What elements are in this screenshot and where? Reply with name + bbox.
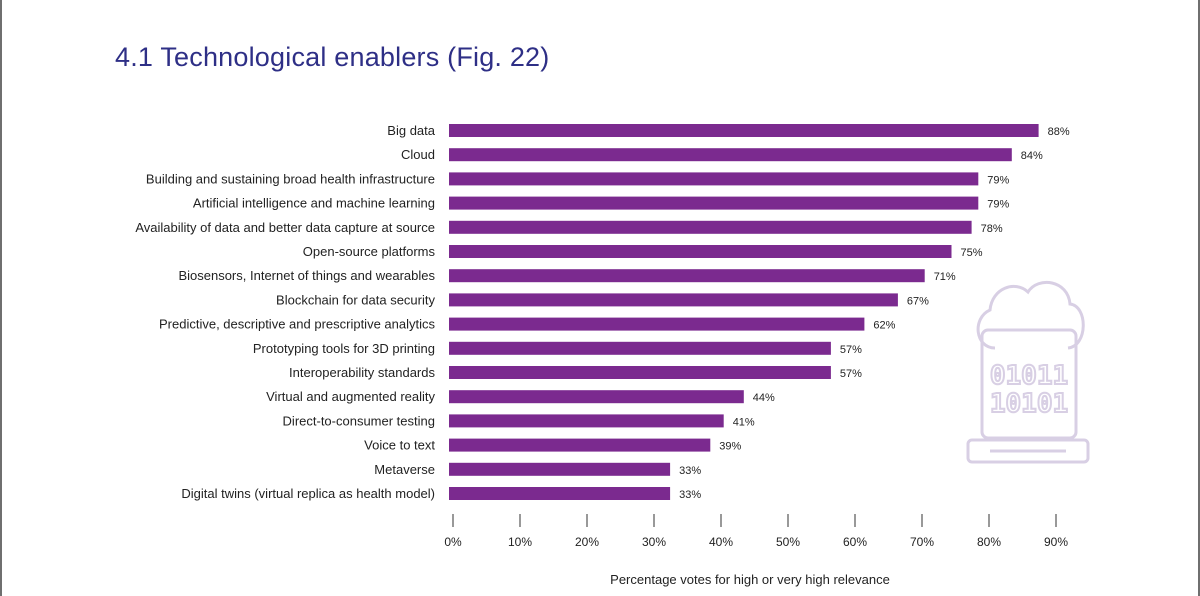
binary-line-2: 10101 — [990, 389, 1068, 419]
tick-label-4: 40% — [709, 535, 733, 549]
x-axis-title: Percentage votes for high or very high r… — [610, 572, 890, 587]
bar-13 — [449, 438, 711, 452]
value-label-0: 88% — [1048, 126, 1070, 138]
value-label-10: 57% — [840, 368, 862, 380]
category-label-5: Open-source platforms — [303, 244, 436, 259]
page-left-border — [0, 0, 2, 596]
tick-label-2: 20% — [575, 535, 599, 549]
x-axis-ticks: 0% 10% 20% 30% 40% 50% 60% 70% 80% 90% — [444, 514, 1068, 549]
bar-12 — [449, 414, 724, 428]
value-label-12: 41% — [733, 416, 755, 428]
value-label-1: 84% — [1021, 150, 1043, 162]
value-label-11: 44% — [753, 392, 775, 404]
value-label-4: 78% — [981, 223, 1003, 235]
category-label-6: Biosensors, Internet of things and weara… — [178, 268, 435, 283]
bar-0 — [449, 124, 1039, 137]
category-label-13: Voice to text — [364, 438, 435, 453]
value-labels: 88% 84% 79% 79% 78% 75% 71% 67% 62% 57% 57% 44% 41% 3… — [679, 126, 1070, 501]
bar-5 — [449, 245, 952, 258]
category-label-8: Predictive, descriptive and prescriptive… — [159, 317, 436, 332]
tick-label-1: 10% — [508, 535, 532, 549]
bar-4 — [449, 220, 972, 234]
bar-11 — [449, 390, 744, 404]
tick-label-8: 80% — [977, 535, 1001, 549]
category-label-9: Prototyping tools for 3D printing — [253, 341, 435, 356]
tick-label-3: 30% — [642, 535, 666, 549]
category-label-7: Blockchain for data security — [276, 292, 435, 307]
value-label-3: 79% — [987, 199, 1009, 211]
tick-label-6: 60% — [843, 535, 867, 549]
category-label-12: Direct-to-consumer testing — [283, 413, 435, 428]
category-label-1: Cloud — [401, 147, 435, 162]
cloud-binary-computer-icon: 01011 10101 — [966, 281, 1090, 464]
bar-8 — [449, 317, 865, 331]
tick-label-9: 90% — [1044, 535, 1068, 549]
value-label-7: 67% — [907, 295, 929, 307]
value-label-5: 75% — [961, 247, 983, 259]
category-label-3: Artificial intelligence and machine lear… — [193, 196, 435, 211]
tick-label-0: 0% — [444, 535, 462, 549]
bar-3 — [449, 196, 979, 210]
category-label-10: Interoperability standards — [289, 365, 435, 380]
value-label-8: 62% — [873, 320, 895, 332]
category-label-14: Metaverse — [374, 462, 435, 477]
value-label-15: 33% — [679, 489, 701, 501]
value-label-6: 71% — [934, 271, 956, 283]
category-label-4: Availability of data and better data cap… — [135, 220, 435, 235]
binary-line-1: 01011 — [990, 361, 1068, 391]
page-right-border — [1198, 0, 1200, 596]
category-label-11: Virtual and augmented reality — [266, 389, 435, 404]
page-title: 4.1 Technological enablers (Fig. 22) — [115, 42, 550, 72]
category-label-15: Digital twins (virtual replica as health… — [181, 486, 435, 501]
value-label-13: 39% — [719, 441, 741, 453]
tick-label-7: 70% — [910, 535, 934, 549]
bars-group — [449, 124, 1039, 500]
bar-1 — [449, 148, 1012, 162]
bar-7 — [449, 293, 898, 307]
bar-10 — [449, 366, 831, 379]
tick-label-5: 50% — [776, 535, 800, 549]
bar-6 — [449, 269, 925, 283]
category-label-2: Building and sustaining broad health inf… — [146, 171, 435, 186]
category-label-0: Big data — [387, 123, 435, 138]
bar-9 — [449, 341, 831, 355]
value-label-9: 57% — [840, 344, 862, 356]
value-label-2: 79% — [987, 174, 1009, 186]
value-label-14: 33% — [679, 465, 701, 477]
bar-2 — [449, 172, 979, 186]
category-labels: Big data Cloud Building and sustaining bro… — [135, 123, 435, 501]
bar-14 — [449, 462, 671, 476]
bar-15 — [449, 487, 671, 500]
